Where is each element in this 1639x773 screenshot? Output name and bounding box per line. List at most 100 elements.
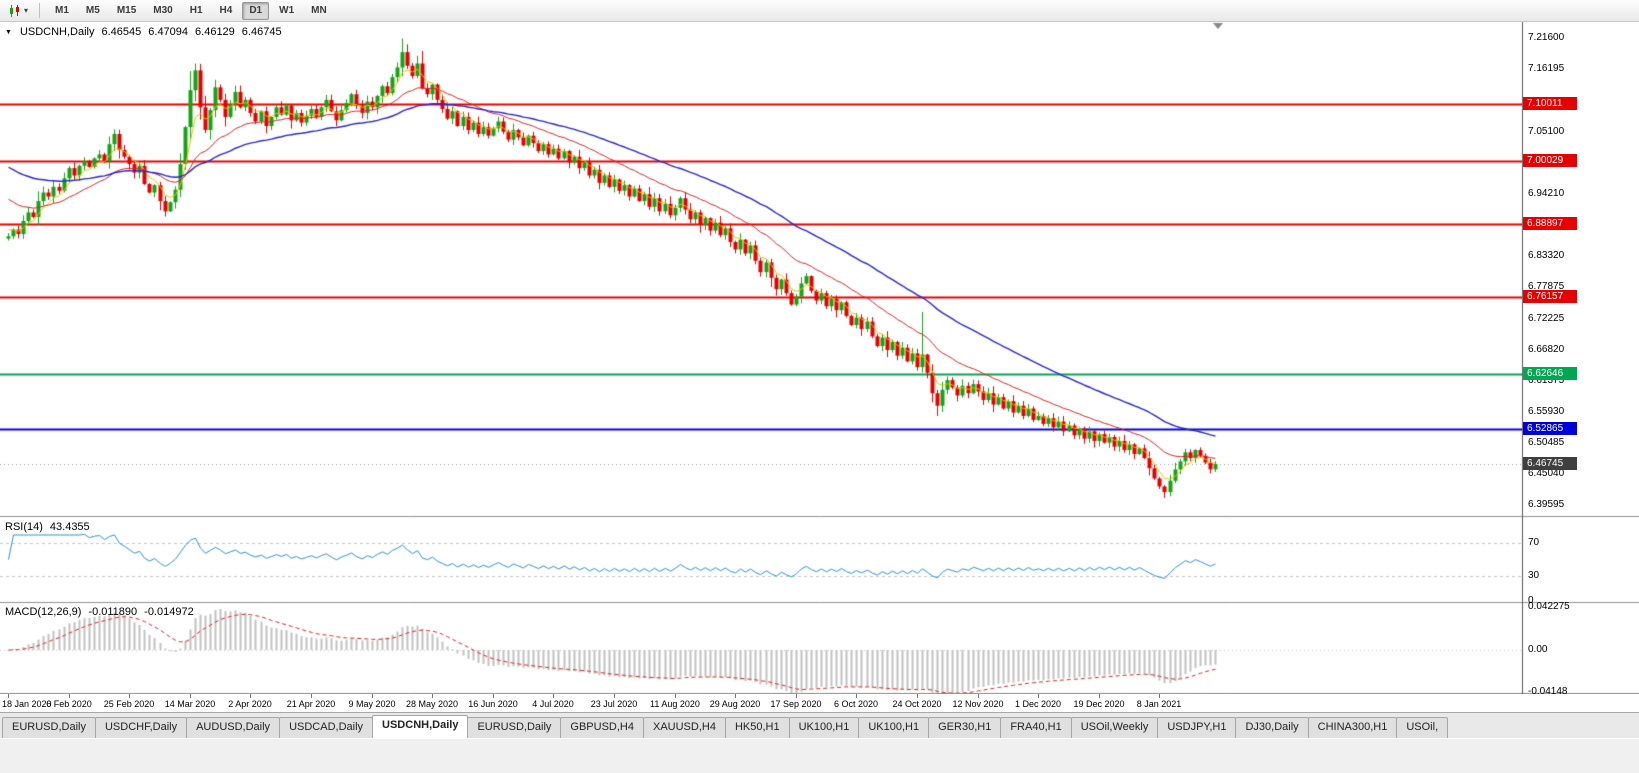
hline-price-label: 6.52865 xyxy=(1523,422,1577,436)
date-label: 18 Jan 2020 xyxy=(2,699,52,709)
timeframe-button-h1[interactable]: H1 xyxy=(189,4,203,16)
chart-tab-usoil-weekly[interactable]: USOil,Weekly xyxy=(1070,717,1159,738)
price-tick: 6.72225 xyxy=(1528,313,1565,325)
chart-tab-audusd-daily[interactable]: AUDUSD,Daily xyxy=(186,717,281,738)
price-tick: 6.61375 xyxy=(1528,374,1565,386)
time-tick xyxy=(1038,694,1039,698)
chart-tab-usdcnh-daily[interactable]: USDCNH,Daily xyxy=(372,715,469,738)
time-tick xyxy=(553,694,554,698)
current-price-label: 6.46745 xyxy=(1523,457,1577,470)
chart-tab-dj30-daily[interactable]: DJ30,Daily xyxy=(1235,717,1309,738)
time-tick xyxy=(311,694,312,698)
timeframe-button-mn[interactable]: MN xyxy=(311,4,327,16)
timeframe-button-m1[interactable]: M1 xyxy=(55,4,69,16)
timeframe-button-w1[interactable]: W1 xyxy=(279,4,295,16)
price-tick: 6.66820 xyxy=(1528,343,1565,355)
timeframe-button-d1[interactable]: D1 xyxy=(242,1,270,20)
time-tick xyxy=(493,694,494,698)
time-tick xyxy=(796,694,797,698)
chart-tab-usdcad-daily[interactable]: USDCAD,Daily xyxy=(279,717,374,738)
chart-tab-uk100-h1[interactable]: UK100,H1 xyxy=(858,717,930,738)
candlestick-chart-icon xyxy=(10,4,19,17)
chart-tab-ger30-h1[interactable]: GER30,H1 xyxy=(928,717,1002,738)
rsi-label: RSI(14) xyxy=(5,521,43,533)
price-tick: 7.05100 xyxy=(1528,126,1565,138)
date-label: 25 Feb 2020 xyxy=(103,699,155,709)
date-label: 6 Oct 2020 xyxy=(833,699,879,709)
date-label: 1 Dec 2020 xyxy=(1014,699,1062,709)
time-tick xyxy=(432,694,433,698)
price-tick: 7.16195 xyxy=(1528,63,1565,75)
chart-tab-xauusd-h4[interactable]: XAUUSD,H4 xyxy=(642,717,726,738)
rsi-value: 43.4355 xyxy=(49,521,90,533)
date-label: 4 Jul 2020 xyxy=(532,699,574,709)
toolbar: ▾ M1 M5 M15 M30 H1 H4 D1 W1 MN xyxy=(0,0,1639,22)
chart-tab-usdjpy-h1[interactable]: USDJPY,H1 xyxy=(1157,717,1237,738)
high-value: 6.47094 xyxy=(148,26,189,38)
chart-tab-fra40-h1[interactable]: FRA40,H1 xyxy=(1000,717,1072,738)
chart-tab-hk50-h1[interactable]: HK50,H1 xyxy=(724,717,790,738)
macd-axis-label: 0.00 xyxy=(1528,644,1548,655)
chart-area: ▼ USDCNH,Daily 6.46545 6.47094 6.46129 6… xyxy=(0,22,1639,712)
status-bar xyxy=(0,738,1639,773)
date-label: 2 Apr 2020 xyxy=(228,699,272,709)
time-tick xyxy=(8,694,9,698)
date-label: 14 Mar 2020 xyxy=(164,699,216,709)
chart-tabs-bar: EURUSD,Daily USDCHF,Daily AUDUSD,Daily USDC… xyxy=(0,712,1639,738)
chart-tab-gbpusd-h4[interactable]: GBPUSD,H4 xyxy=(560,717,644,738)
time-tick xyxy=(1159,694,1160,698)
chart-tab-china300-h1[interactable]: CHINA300,H1 xyxy=(1307,717,1398,738)
quick-trade-collapse-icon[interactable]: ▼ xyxy=(5,28,12,36)
macd-signal-value: -0.014972 xyxy=(144,606,194,618)
time-tick xyxy=(190,694,191,698)
date-label: 8 Jan 2021 xyxy=(1136,699,1182,709)
price-tick: 6.94210 xyxy=(1528,188,1565,200)
date-label: 19 Dec 2020 xyxy=(1073,699,1125,709)
chart-tab-usoil[interactable]: USOil, xyxy=(1396,717,1449,738)
hline-price-label: 7.10011 xyxy=(1523,97,1577,111)
chart-tab-uk100-h1[interactable]: UK100,H1 xyxy=(788,717,860,738)
chart-ohlc-header: ▼ USDCNH,Daily 6.46545 6.47094 6.46129 6… xyxy=(5,26,282,38)
timeframe-button-m5[interactable]: M5 xyxy=(85,4,100,16)
time-tick xyxy=(372,694,373,698)
macd-main-value: -0.011890 xyxy=(88,606,138,618)
rsi-header: RSI(14) 43.4355 xyxy=(5,521,90,533)
timeframe-button-h4[interactable]: H4 xyxy=(219,4,233,16)
price-tick: 6.45040 xyxy=(1528,467,1565,479)
price-tick: 6.83320 xyxy=(1528,250,1565,262)
macd-label: MACD(12,26,9) xyxy=(5,606,82,618)
hline-price-label: 7.00029 xyxy=(1523,154,1577,168)
macd-header: MACD(12,26,9) -0.011890 -0.014972 xyxy=(5,606,194,618)
hline-price-label: 6.62646 xyxy=(1523,366,1577,380)
timeframe-button-m15[interactable]: M15 xyxy=(116,4,137,16)
price-tick: 6.55930 xyxy=(1528,405,1565,417)
date-label: 21 Apr 2020 xyxy=(286,699,336,709)
time-tick xyxy=(917,694,918,698)
chart-tab-usdchf-daily[interactable]: USDCHF,Daily xyxy=(94,717,188,738)
time-tick xyxy=(129,694,130,698)
time-tick xyxy=(735,694,736,698)
date-label: 6 Feb 2020 xyxy=(46,699,92,709)
close-value: 6.46745 xyxy=(241,26,282,38)
price-axis: 7.21600 7.16195 7.05100 6.94210 6.83320 6.778… xyxy=(1523,22,1639,697)
chart-tab-eurusd-daily[interactable]: EURUSD,Daily xyxy=(467,717,562,738)
time-tick xyxy=(675,694,676,698)
timeframe-button-m30[interactable]: M30 xyxy=(153,4,173,16)
dropdown-caret-icon: ▾ xyxy=(24,5,29,15)
time-axis: 18 Jan 2020 6 Feb 2020 25 Feb 2020 14 Mar 2… xyxy=(0,694,1639,712)
date-label: 29 Aug 2020 xyxy=(709,699,761,709)
date-label: 12 Nov 2020 xyxy=(952,699,1004,709)
chart-tab-eurusd-daily[interactable]: EURUSD,Daily xyxy=(2,717,96,738)
symbol-period-label: USDCNH,Daily xyxy=(19,26,95,38)
price-chart-canvas[interactable] xyxy=(0,22,1639,694)
date-label: 28 May 2020 xyxy=(405,699,459,709)
price-tick: 6.39595 xyxy=(1528,498,1565,510)
date-label: 23 Jul 2020 xyxy=(590,699,638,709)
toolbar-separator xyxy=(39,3,41,18)
chart-type-dropdown[interactable]: ▾ xyxy=(4,3,31,19)
time-tick xyxy=(856,694,857,698)
low-value: 6.46129 xyxy=(195,26,235,38)
date-label: 24 Oct 2020 xyxy=(892,699,942,709)
rsi-axis-label: 30 xyxy=(1528,570,1540,582)
price-tick: 6.77875 xyxy=(1528,281,1565,293)
